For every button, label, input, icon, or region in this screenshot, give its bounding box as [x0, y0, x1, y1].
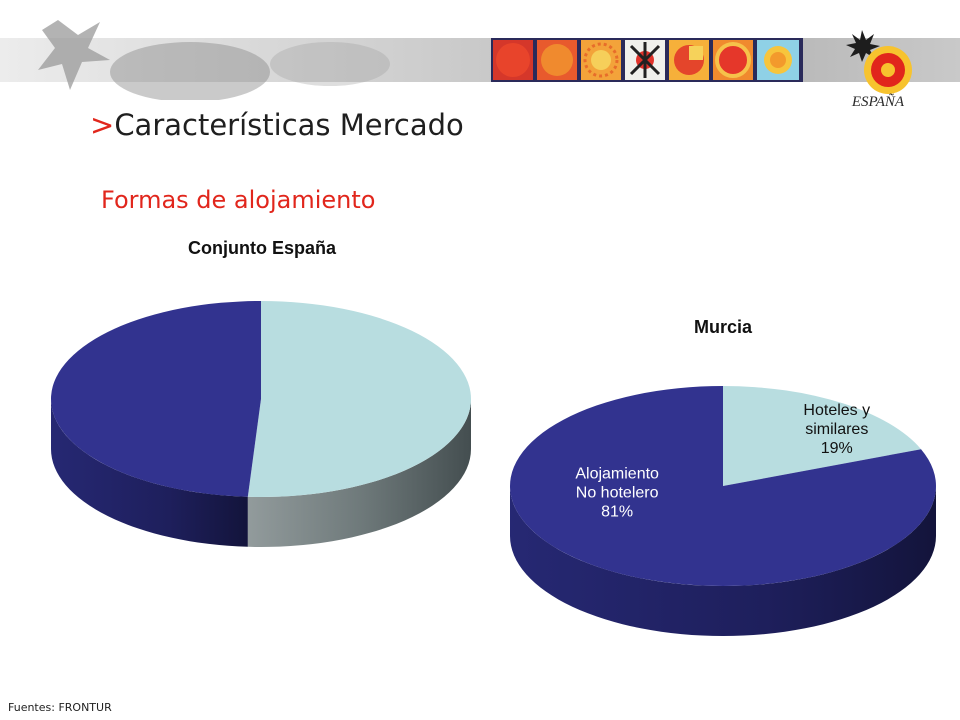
chart-title: Murcia [694, 317, 753, 337]
slice-label: Hoteles y similares 19% [803, 402, 870, 457]
spain-logo: ESPAÑA [846, 30, 912, 110]
sun-icon [537, 40, 577, 80]
slice-label-line: Hoteles y [803, 402, 870, 419]
slice-label-line: 81% [601, 503, 633, 520]
pie-slice-1 [51, 301, 262, 497]
star-watermark-icon [38, 20, 390, 100]
pie-side-1 [51, 399, 248, 547]
pie-side-0 [247, 399, 471, 547]
pie-slices [510, 386, 937, 586]
slice-label-line: 19% [821, 440, 853, 457]
pie-slice-1 [510, 386, 937, 586]
chart-title: Conjunto España [188, 238, 337, 258]
pie-slices [51, 301, 472, 497]
pie-chart-murcia: Murcia Hoteles y similares 19% Alojamiento N… [510, 317, 937, 636]
pie-labels: Hoteles y similares 19% Alojamiento No hotel… [575, 402, 870, 521]
slice-label-line: 51% [49, 0, 81, 4]
slice-label-line: 49% [66, 0, 98, 4]
pie-sides [510, 486, 936, 636]
slice-label-line: similares [805, 421, 868, 438]
pie-sides [51, 399, 471, 547]
page-title: >Características Mercado [90, 108, 464, 142]
pie-labels: Hoteles ysimilares51%Alojamientono hotel… [0, 0, 98, 4]
page-title-text: Características Mercado [114, 108, 464, 142]
pie-slice-0 [247, 301, 472, 497]
slice-label: Alojamientono hotelero49% [0, 0, 98, 4]
sun-icon [757, 40, 799, 80]
svg-text:ESPAÑA: ESPAÑA [851, 93, 905, 110]
slice-label-line: no hotelero [0, 0, 66, 4]
title-marker: > [90, 108, 115, 142]
slice-label-line: similares [0, 0, 49, 4]
section-subtitle: Formas de alojamiento [101, 186, 376, 214]
pie-side-1 [510, 486, 936, 636]
sun-icon [625, 40, 665, 80]
source-note: Fuentes: FRONTUR [8, 701, 112, 714]
pie-chart-conjunto-espana: Conjunto España Hoteles ysimilares51%Alo… [0, 0, 472, 547]
sun-icon [581, 40, 621, 80]
sun-icon [669, 40, 709, 80]
sun-icon [713, 40, 753, 80]
slice-label-line: No hotelero [576, 484, 659, 501]
pie-slice-0 [723, 386, 922, 486]
slice-label: Hoteles ysimilares51% [0, 0, 81, 4]
sun-strip [491, 38, 803, 82]
slice-label: Alojamiento No hotelero 81% [575, 465, 659, 520]
sun-icon [493, 40, 533, 80]
slice-label-line: Alojamiento [575, 465, 659, 482]
